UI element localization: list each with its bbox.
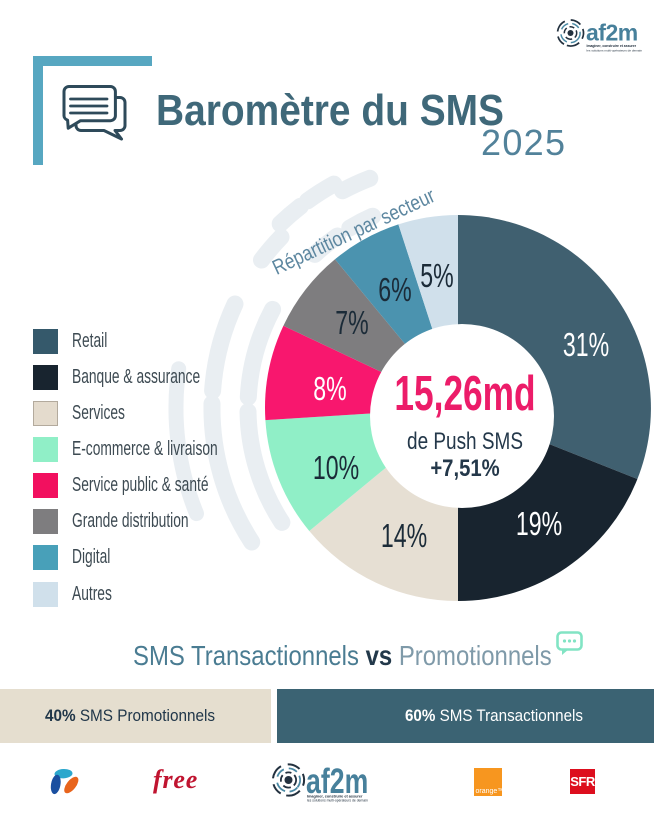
svg-text:Imaginer, construire et assure: Imaginer, construire et assurer bbox=[587, 44, 637, 48]
svg-text:af2m: af2m bbox=[586, 20, 638, 46]
svg-text:les solutions multi-opérateurs: les solutions multi-opérateurs de demain bbox=[587, 49, 643, 53]
svg-text:Imaginer, construire et assure: Imaginer, construire et assurer bbox=[307, 795, 363, 799]
svg-text:les solutions multi-opérateurs: les solutions multi-opérateurs de demain bbox=[307, 799, 368, 803]
svg-text:af2m: af2m bbox=[306, 761, 368, 800]
